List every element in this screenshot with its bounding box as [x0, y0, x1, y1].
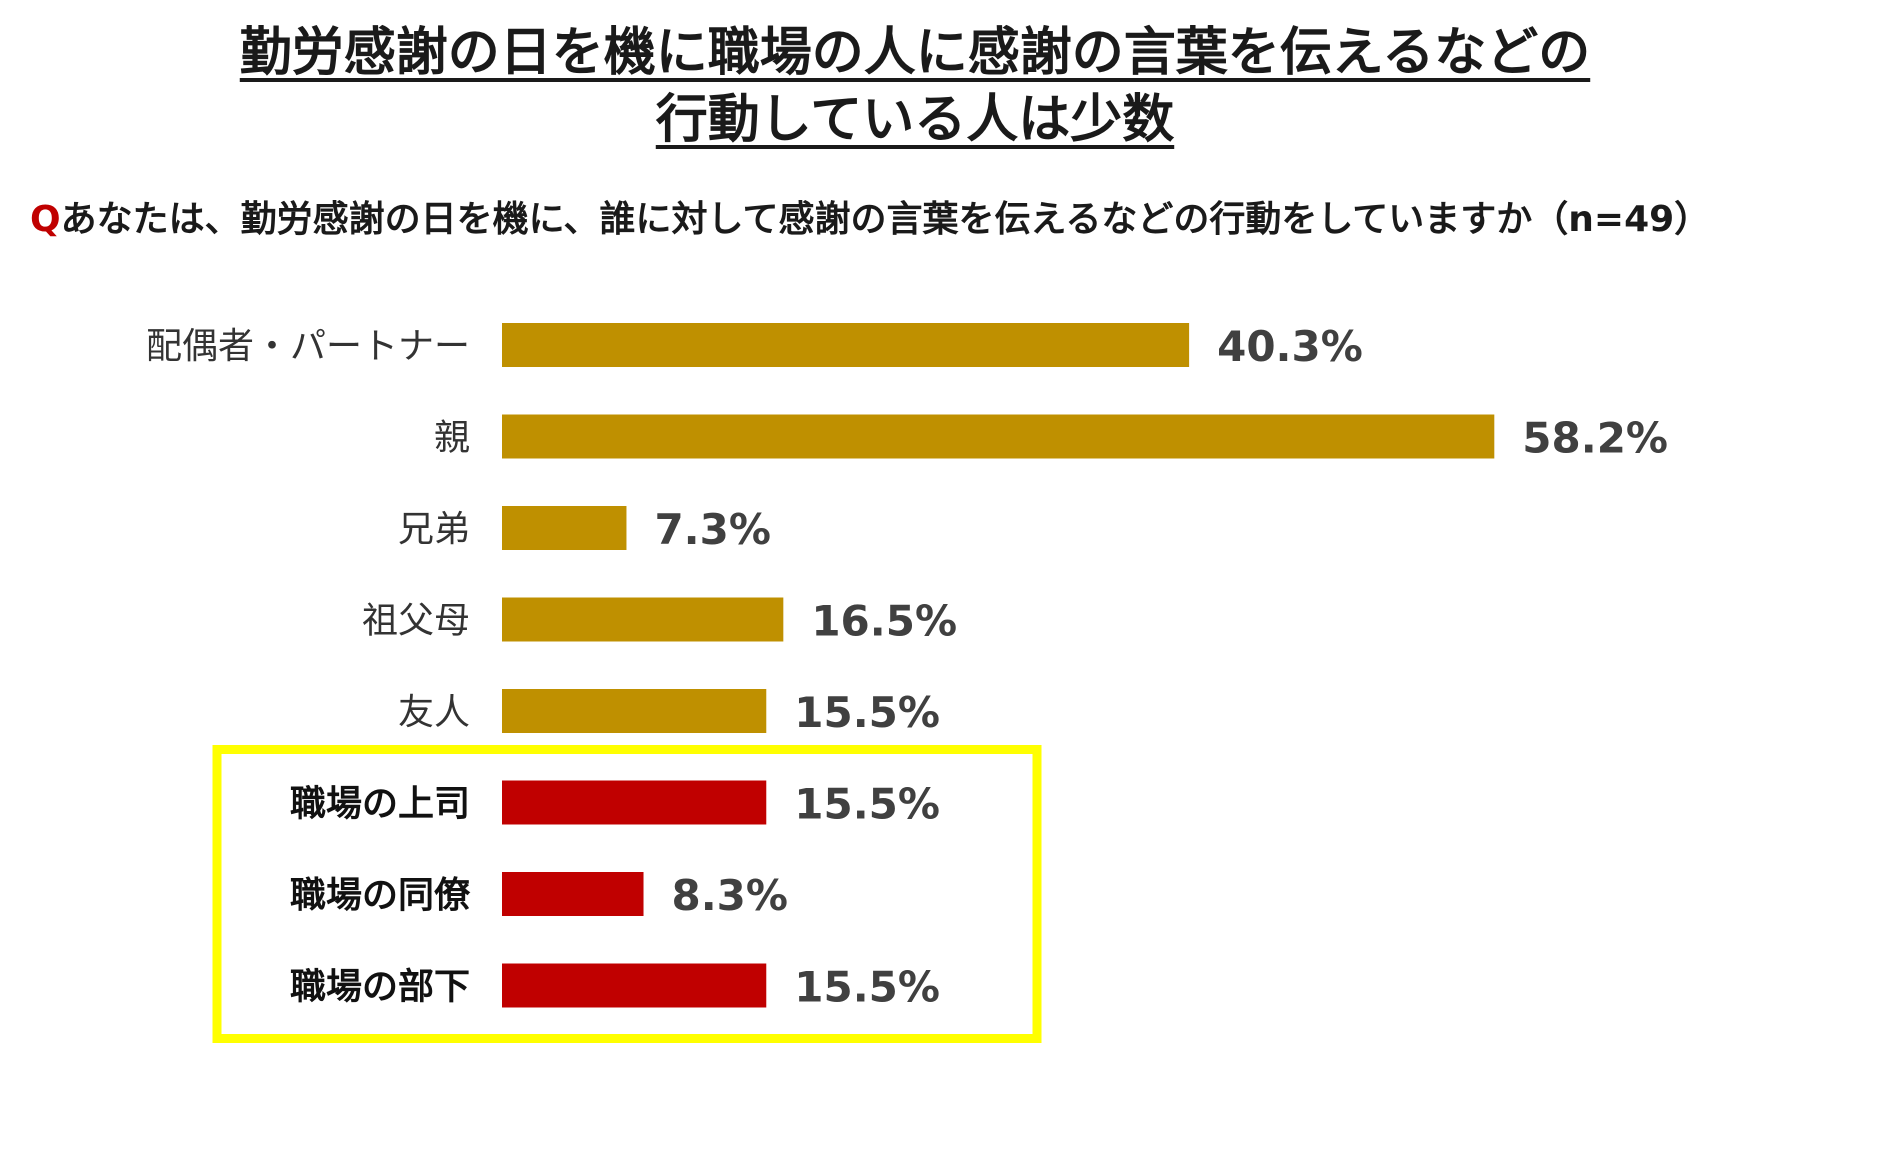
category-label: 友人 [398, 692, 470, 733]
value-label: 15.5% [794, 688, 940, 737]
category-label: 配偶者・パートナー [146, 326, 470, 367]
value-label: 16.5% [811, 597, 957, 646]
highlight-box [212, 745, 1042, 1043]
value-label: 40.3% [1217, 322, 1363, 371]
category-label: 祖父母 [362, 601, 470, 642]
category-label: 職場の上司 [290, 784, 470, 825]
bar [502, 506, 627, 550]
value-label: 58.2% [1522, 414, 1668, 463]
question-marker: Q [30, 199, 61, 240]
value-label: 7.3% [654, 505, 770, 554]
category-label: 兄弟 [398, 509, 470, 550]
bar [502, 872, 644, 916]
category-label: 職場の同僚 [290, 875, 471, 916]
bar [502, 780, 767, 825]
category-label: 職場の部下 [290, 967, 470, 1008]
bar [502, 323, 1190, 367]
category-label: 親 [434, 418, 470, 459]
value-label: 8.3% [672, 871, 788, 920]
chart-title-line-1: 勤労感謝の日を機に職場の人に感謝の言葉を伝えるなどの [239, 23, 1591, 83]
question-text: あなたは、勤労感謝の日を機に、誰に対して感謝の言葉を伝えるなどの行動をしています… [60, 199, 1711, 240]
bar [502, 414, 1495, 459]
value-label: 15.5% [794, 780, 940, 829]
bar [502, 689, 767, 733]
value-label: 15.5% [794, 963, 940, 1012]
bar [502, 963, 767, 1008]
chart-title-line-2: 行動している人は少数 [655, 90, 1175, 150]
survey-question: Qあなたは、勤労感謝の日を機に、誰に対して感謝の言葉を伝えるなどの行動をしていま… [30, 196, 1710, 244]
bar [502, 597, 784, 642]
